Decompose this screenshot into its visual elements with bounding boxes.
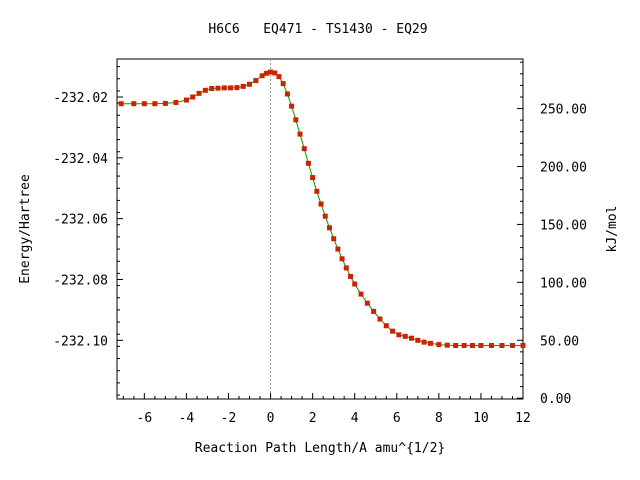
x-tick-label: 10 bbox=[473, 411, 489, 426]
y2-tick-label: 50.00 bbox=[540, 334, 579, 349]
y2-tick-label: 100.00 bbox=[540, 276, 587, 291]
x-tick-label: 2 bbox=[309, 411, 317, 426]
energy-point bbox=[453, 342, 459, 348]
energy-point bbox=[436, 342, 442, 348]
energy-point bbox=[310, 175, 316, 181]
energy-point bbox=[339, 256, 345, 262]
energy-point bbox=[390, 328, 396, 334]
energy-point bbox=[196, 90, 202, 96]
energy-point bbox=[240, 83, 246, 89]
energy-point bbox=[478, 342, 484, 348]
energy-point bbox=[314, 188, 320, 194]
energy-point bbox=[444, 342, 450, 348]
energy-points bbox=[118, 69, 526, 348]
energy-point bbox=[520, 342, 526, 348]
energy-point bbox=[221, 85, 227, 91]
energy-point bbox=[421, 339, 427, 345]
energy-point bbox=[322, 213, 328, 219]
energy-curve bbox=[121, 71, 523, 346]
energy-point bbox=[364, 300, 370, 306]
y2-tick-label: 150.00 bbox=[540, 218, 587, 233]
x-tick-label: 0 bbox=[267, 411, 275, 426]
y-axis-ticks: -232.02 -232.04 -232.06 -232.08 -232.10 bbox=[53, 66, 123, 396]
energy-point bbox=[383, 323, 389, 329]
x-tick-label: -2 bbox=[221, 411, 237, 426]
y-tick-label: -232.04 bbox=[53, 152, 108, 167]
y2-axis-ticks: 0.00 50.00 100.00 150.00 200.00 250.00 bbox=[517, 61, 587, 407]
energy-point bbox=[318, 201, 324, 207]
energy-point bbox=[183, 97, 189, 103]
energy-point bbox=[141, 101, 147, 107]
energy-point bbox=[297, 131, 303, 137]
chart-title: H6C6 EQ471 - TS1430 - EQ29 bbox=[208, 22, 427, 37]
energy-point bbox=[228, 85, 234, 91]
energy-point bbox=[343, 265, 349, 271]
x-tick-label: 8 bbox=[435, 411, 443, 426]
x-axis-label: Reaction Path Length/A amu^{1/2} bbox=[195, 441, 445, 456]
energy-point bbox=[202, 87, 208, 93]
energy-point bbox=[402, 333, 408, 339]
energy-point bbox=[268, 69, 274, 75]
energy-point bbox=[348, 273, 354, 279]
energy-point bbox=[152, 101, 158, 107]
energy-point bbox=[301, 146, 307, 152]
energy-point bbox=[247, 81, 253, 87]
plot-frame bbox=[116, 58, 524, 400]
energy-point bbox=[305, 160, 311, 166]
x-axis-ticks: -6 -4 -2 0 2 4 6 8 10 12 bbox=[122, 393, 531, 426]
energy-point bbox=[499, 342, 505, 348]
energy-point bbox=[253, 78, 259, 84]
energy-point bbox=[280, 81, 286, 87]
y2-tick-label: 200.00 bbox=[540, 161, 587, 176]
energy-point bbox=[335, 246, 341, 252]
energy-point bbox=[272, 70, 278, 76]
x-tick-label: 6 bbox=[393, 411, 401, 426]
x-tick-label: -4 bbox=[179, 411, 195, 426]
energy-point bbox=[173, 99, 179, 105]
energy-point bbox=[331, 236, 337, 242]
energy-point bbox=[371, 308, 377, 314]
energy-point bbox=[131, 101, 137, 107]
energy-point bbox=[289, 103, 295, 109]
energy-point bbox=[461, 342, 467, 348]
energy-point bbox=[427, 340, 433, 346]
y-axis-label: Energy/Hartree bbox=[18, 174, 33, 284]
energy-point bbox=[293, 117, 299, 123]
y-tick-label: -232.06 bbox=[53, 213, 108, 228]
energy-point bbox=[352, 281, 358, 287]
energy-point bbox=[284, 91, 290, 97]
energy-point bbox=[377, 316, 383, 322]
x-tick-label: -6 bbox=[137, 411, 153, 426]
y2-tick-label: 250.00 bbox=[540, 103, 587, 118]
energy-point bbox=[215, 85, 221, 91]
energy-point bbox=[326, 225, 332, 231]
y2-tick-label: 0.00 bbox=[540, 392, 571, 407]
energy-point bbox=[415, 337, 421, 343]
y-tick-label: -232.10 bbox=[53, 334, 108, 349]
x-tick-label: 12 bbox=[515, 411, 531, 426]
energy-point bbox=[234, 85, 240, 91]
y-tick-label: -232.08 bbox=[53, 273, 108, 288]
energy-point bbox=[209, 85, 215, 91]
energy-point bbox=[470, 342, 476, 348]
y-tick-label: -232.02 bbox=[53, 91, 108, 106]
energy-point bbox=[259, 73, 265, 79]
energy-point bbox=[358, 291, 364, 297]
energy-point bbox=[396, 332, 402, 338]
energy-point bbox=[276, 74, 282, 80]
energy-point bbox=[263, 70, 269, 76]
energy-point bbox=[409, 335, 415, 341]
energy-point bbox=[118, 101, 124, 107]
y2-axis-label: kJ/mol bbox=[605, 206, 620, 253]
x-tick-label: 4 bbox=[351, 411, 359, 426]
energy-point bbox=[488, 342, 494, 348]
energy-point bbox=[509, 342, 515, 348]
energy-point bbox=[190, 94, 196, 100]
energy-point bbox=[162, 100, 168, 106]
